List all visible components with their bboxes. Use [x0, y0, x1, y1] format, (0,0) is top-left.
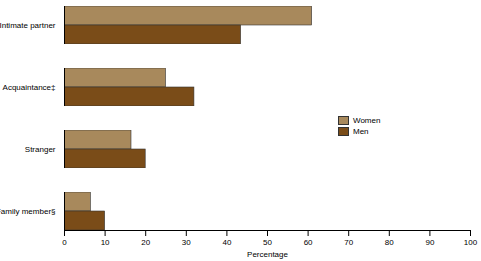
svg-text:40: 40 — [222, 238, 231, 247]
svg-text:Family member§: Family member§ — [0, 207, 56, 216]
svg-text:30: 30 — [182, 238, 191, 247]
svg-text:50: 50 — [263, 238, 272, 247]
svg-text:Acquaintance‡: Acquaintance‡ — [3, 83, 56, 92]
svg-text:90: 90 — [425, 238, 434, 247]
svg-text:20: 20 — [141, 238, 150, 247]
svg-text:0: 0 — [62, 238, 67, 247]
svg-text:60: 60 — [304, 238, 313, 247]
svg-text:80: 80 — [385, 238, 394, 247]
svg-text:100: 100 — [464, 238, 478, 247]
svg-text:Percentage: Percentage — [247, 250, 288, 259]
html-text:Women: Women — [353, 116, 381, 125]
svg-text:10: 10 — [101, 238, 110, 247]
svg-text:70: 70 — [344, 238, 353, 247]
svg-text:Stranger: Stranger — [25, 145, 56, 154]
svg-text:Intimate partner: Intimate partner — [0, 21, 56, 30]
html-text:Men: Men — [353, 127, 369, 136]
